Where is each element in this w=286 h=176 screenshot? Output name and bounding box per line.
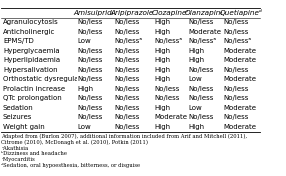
Text: Adapted from (Burlon 2007), additional information included from Arif and Mitche: Adapted from (Burlon 2007), additional i… (1, 133, 247, 168)
